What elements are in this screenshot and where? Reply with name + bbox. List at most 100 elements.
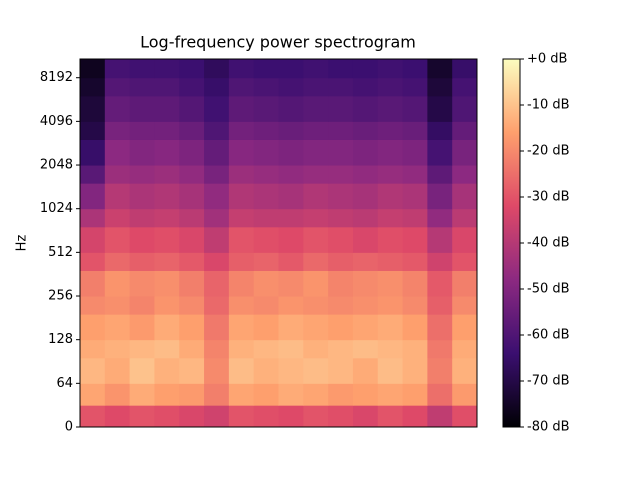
- cell: [452, 226, 478, 253]
- cell: [104, 296, 131, 315]
- cell: [179, 121, 205, 140]
- cell: [402, 139, 428, 166]
- cell: [80, 165, 106, 184]
- cell: [278, 139, 304, 166]
- cell: [80, 270, 106, 297]
- colorbar-tick-label: -70 dB: [527, 374, 570, 389]
- cell: [80, 357, 106, 384]
- cell: [452, 405, 478, 428]
- cell: [179, 208, 205, 228]
- cell: [328, 314, 354, 341]
- cell: [228, 208, 255, 228]
- cell: [452, 252, 478, 271]
- cell: [179, 339, 205, 359]
- cell: [278, 270, 304, 297]
- cell: [80, 77, 106, 97]
- y-tick-label: 1024: [40, 201, 73, 216]
- cell: [204, 339, 230, 359]
- cell: [154, 77, 180, 97]
- cell: [228, 183, 255, 210]
- cell: [253, 95, 279, 122]
- chart-title: Log-frequency power spectrogram: [140, 33, 416, 52]
- cell: [278, 59, 304, 79]
- cell: [402, 59, 428, 79]
- cell: [154, 183, 180, 210]
- cell: [104, 252, 131, 271]
- cell: [204, 226, 230, 253]
- cell: [427, 165, 453, 184]
- cell: [179, 59, 205, 79]
- cell: [253, 226, 279, 253]
- cell: [352, 59, 379, 79]
- cell: [377, 314, 404, 341]
- cell: [80, 314, 106, 341]
- cell: [278, 226, 304, 253]
- cell: [452, 339, 478, 359]
- cell: [129, 77, 155, 97]
- cell: [303, 208, 329, 228]
- colorbar: [502, 58, 521, 428]
- cell: [129, 121, 155, 140]
- cell: [204, 77, 230, 97]
- cell: [104, 339, 131, 359]
- cell: [328, 183, 354, 210]
- cell: [377, 296, 404, 315]
- cell: [179, 165, 205, 184]
- cell: [402, 183, 428, 210]
- cell: [154, 314, 180, 341]
- cell: [303, 139, 329, 166]
- cell: [129, 383, 155, 406]
- cell: [228, 165, 255, 184]
- cell: [427, 95, 453, 122]
- cell: [179, 405, 205, 428]
- cell: [104, 208, 131, 228]
- colorbar-tick-label: -50 dB: [527, 282, 570, 297]
- cell: [402, 383, 428, 406]
- cell: [154, 226, 180, 253]
- cell: [303, 357, 329, 384]
- cell: [179, 270, 205, 297]
- cell: [278, 339, 304, 359]
- cell: [104, 270, 131, 297]
- cell: [204, 357, 230, 384]
- cell: [179, 183, 205, 210]
- cell: [228, 95, 255, 122]
- cell: [427, 357, 453, 384]
- cell: [377, 252, 404, 271]
- cell: [328, 339, 354, 359]
- cell: [253, 383, 279, 406]
- cell: [278, 357, 304, 384]
- cell: [427, 183, 453, 210]
- cell: [104, 183, 131, 210]
- cell: [204, 208, 230, 228]
- cell: [303, 383, 329, 406]
- cell: [352, 314, 379, 341]
- cell: [352, 339, 379, 359]
- cell: [129, 95, 155, 122]
- cell: [154, 165, 180, 184]
- cell: [129, 339, 155, 359]
- cell: [154, 296, 180, 315]
- cell: [427, 226, 453, 253]
- cell: [352, 383, 379, 406]
- cell: [352, 296, 379, 315]
- cell: [352, 121, 379, 140]
- cell: [328, 139, 354, 166]
- cell: [179, 95, 205, 122]
- cell: [129, 208, 155, 228]
- cell: [154, 252, 180, 271]
- cell: [303, 252, 329, 271]
- cell: [104, 95, 131, 122]
- cell: [80, 405, 106, 428]
- cell: [352, 139, 379, 166]
- cell: [377, 383, 404, 406]
- cell: [154, 59, 180, 79]
- cell: [328, 270, 354, 297]
- cell: [253, 139, 279, 166]
- cell: [377, 165, 404, 184]
- cell: [352, 77, 379, 97]
- cell: [452, 296, 478, 315]
- cell: [104, 314, 131, 341]
- cell: [452, 77, 478, 97]
